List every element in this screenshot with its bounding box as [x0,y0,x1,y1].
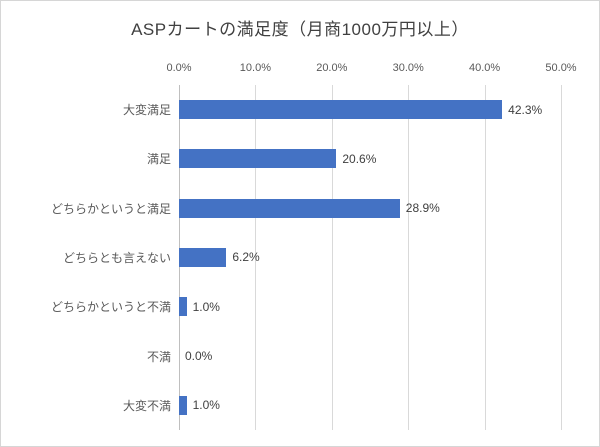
bar-area: 28.9% [179,184,561,233]
x-tick-label: 10.0% [239,62,271,74]
x-tick-label: 30.0% [392,62,424,74]
bar-area: 6.2% [179,233,561,282]
value-label: 20.6% [342,151,377,166]
category-label: 大変不満 [122,398,171,413]
value-label: 1.0% [192,398,220,413]
gridline [331,85,333,430]
x-tick-label: 50.0% [545,62,577,74]
chart-row: どちらかというと不満 1.0% [1,282,599,331]
bar-area: 42.3% [179,85,561,134]
bar [179,395,187,415]
chart-rows: 大変満足 42.3% 満足 20.6% どちらかというと満足 28.9% どちらとも言えない… [1,85,599,430]
chart-row: 不満 0.0% [1,331,599,380]
x-tick-label: 20.0% [316,62,348,74]
category-label: どちらかというと満足 [50,201,171,216]
category-label: 不満 [146,349,171,364]
bar [179,297,187,317]
x-tick-label: 0.0% [166,62,192,74]
category-label: 大変満足 [122,103,171,118]
category-label: どちらかというと不満 [50,300,171,315]
bar-area: 1.0% [179,381,561,430]
value-label: 42.3% [508,102,543,117]
x-axis: 0.0% 10.0% 20.0% 30.0% 40.0% 50.0% [166,62,576,76]
gridline [561,85,562,430]
chart-row: 満足 20.6% [1,134,599,183]
value-label: 0.0% [185,349,213,364]
category-label: 満足 [146,152,171,167]
category-label: どちらとも言えない [62,250,171,265]
value-label: 6.2% [232,250,260,265]
gridline [255,85,257,430]
chart-row: 大変不満 1.0% [1,381,599,430]
bar [179,149,337,169]
chart-row: どちらとも言えない 6.2% [1,233,599,282]
value-label: 28.9% [405,201,440,216]
gridline [408,85,410,430]
bar [179,198,400,218]
gridline [484,85,486,430]
chart-title: ASPカートの満足度（月商1000万円以上） [131,20,469,39]
bar [179,247,227,267]
plot-area: 大変満足 42.3% 満足 20.6% どちらかというと満足 28.9% どちらとも言えない… [1,85,599,430]
value-label: 1.0% [192,299,220,314]
x-tick-label: 40.0% [468,62,501,74]
chart-row: どちらかというと満足 28.9% [1,184,599,233]
bar-area: 20.6% [179,134,561,183]
chart-row: 大変満足 42.3% [1,85,599,134]
bar-area: 0.0% [179,331,561,380]
bar-area: 1.0% [179,282,561,331]
bar [179,100,503,120]
